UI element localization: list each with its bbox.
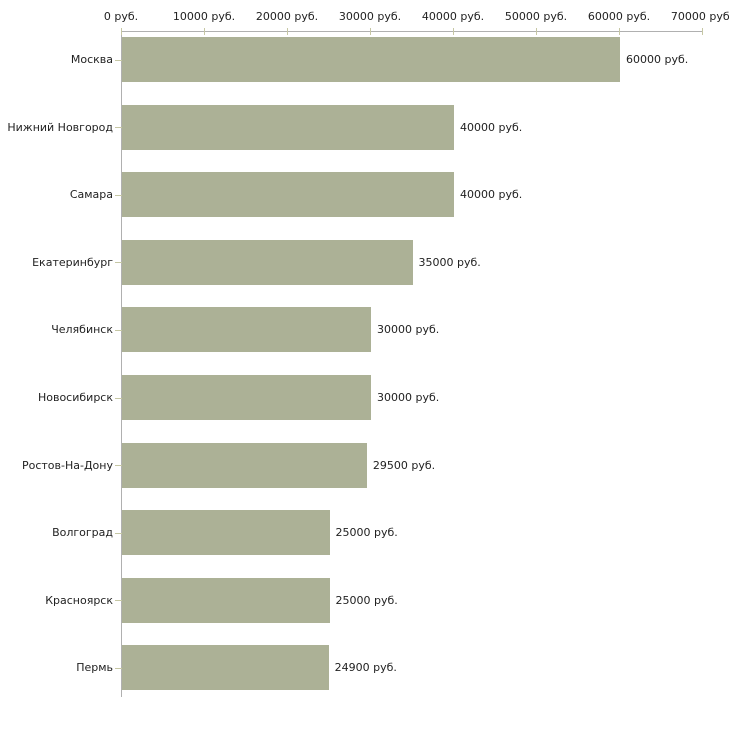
x-axis-tick-mark <box>369 28 371 35</box>
bar <box>122 645 329 691</box>
category-label: Нижний Новгород <box>7 120 113 134</box>
x-axis-tick-mark <box>618 28 620 35</box>
x-axis-tick-label: 0 руб. <box>103 10 139 23</box>
category-tick-mark <box>115 194 122 196</box>
value-label: 30000 руб. <box>377 391 440 404</box>
bar <box>122 442 367 488</box>
category-tick-mark <box>115 127 122 129</box>
category-tick-mark <box>115 329 122 331</box>
bar <box>122 172 454 218</box>
value-label: 25000 руб. <box>335 593 398 607</box>
category-label: Пермь <box>76 661 113 675</box>
x-axis-tick-label: 30000 руб. <box>338 10 402 23</box>
category-tick-mark <box>115 59 122 61</box>
value-label: 60000 руб. <box>626 53 689 66</box>
bar <box>122 104 454 150</box>
category-label: Самара <box>69 188 113 202</box>
category-tick-mark <box>115 532 122 534</box>
category-tick-mark <box>115 600 122 602</box>
bar <box>122 510 330 556</box>
x-axis-tick-label: 10000 руб. <box>172 10 236 23</box>
x-axis-tick-mark <box>203 28 205 35</box>
category-label: Волгоград <box>52 526 113 540</box>
x-axis-line <box>121 31 703 32</box>
bar <box>122 375 371 420</box>
bar <box>122 577 330 623</box>
x-axis-tick-mark <box>286 28 288 35</box>
bar <box>122 239 413 285</box>
category-label: Екатеринбург <box>32 255 113 269</box>
category-tick-mark <box>115 465 122 467</box>
y-axis-line <box>121 31 122 697</box>
x-axis-tick-label: 70000 руб. <box>670 10 730 23</box>
x-axis-tick-label: 40000 руб. <box>421 10 485 23</box>
category-label: Москва <box>70 53 113 66</box>
category-label: Новосибирск <box>37 391 113 404</box>
x-axis-tick-mark <box>452 28 454 35</box>
x-axis-tick-label: 20000 руб. <box>255 10 319 23</box>
category-label: Челябинск <box>51 323 113 337</box>
x-axis-tick-label: 60000 руб. <box>587 10 651 23</box>
category-label: Красноярск <box>45 593 113 607</box>
x-axis-tick-mark <box>701 28 703 35</box>
x-axis-tick-mark <box>120 28 122 35</box>
category-label: Ростов-На-Дону <box>21 458 113 472</box>
value-label: 24900 руб. <box>334 661 397 675</box>
category-tick-mark <box>115 667 122 669</box>
x-axis-tick-mark <box>535 28 537 35</box>
bar <box>122 307 371 353</box>
value-label: 30000 руб. <box>377 323 440 337</box>
value-label: 35000 руб. <box>418 255 481 269</box>
value-label: 25000 руб. <box>335 526 398 540</box>
value-label: 40000 руб. <box>460 120 523 134</box>
category-tick-mark <box>115 397 122 399</box>
value-label: 40000 руб. <box>460 188 523 202</box>
value-label: 29500 руб. <box>372 458 436 472</box>
x-axis-tick-label: 50000 руб. <box>504 10 568 23</box>
bar <box>122 37 620 82</box>
category-tick-mark <box>115 262 122 264</box>
